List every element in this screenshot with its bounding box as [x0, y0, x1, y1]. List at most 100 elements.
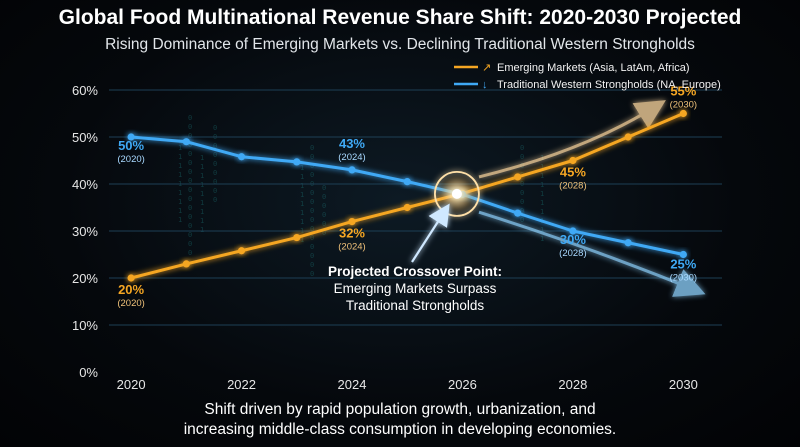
decor-digit: 0 — [310, 243, 314, 251]
decor-digit: 1 — [300, 209, 304, 217]
decor-digit: 1 — [540, 181, 544, 189]
data-point-western — [403, 178, 411, 186]
decor-digit: 0 — [520, 207, 524, 215]
annotation-line-3: Traditional Strongholds — [346, 298, 485, 313]
y-tick-label: 40% — [72, 177, 98, 192]
trend-arrows — [478, 100, 706, 297]
data-point-western — [624, 239, 632, 247]
y-tick-label: 50% — [72, 130, 98, 145]
chart-title: Global Food Multinational Revenue Share … — [58, 6, 742, 29]
data-point-western — [127, 133, 135, 141]
data-labels: 20%(2020)32%(2024)45%(2028)55%(2030)50%(… — [117, 84, 697, 310]
emerging-trend-arrow — [478, 100, 666, 179]
decor-digit: 1 — [178, 189, 182, 197]
data-point-western — [182, 138, 190, 146]
data-label-value-emerging: 55% — [670, 84, 696, 99]
decor-digit: 0 — [322, 229, 326, 237]
data-point-emerging — [293, 233, 301, 242]
decor-digit: 1 — [200, 190, 204, 198]
annotation-line-1: Projected Crossover Point: — [328, 264, 502, 279]
crossover-pointer-arrow — [411, 203, 450, 263]
decor-digit: 1 — [540, 163, 544, 171]
decor-digit: 0 — [310, 270, 314, 278]
data-point-emerging — [182, 260, 190, 268]
decor-digit: 1 — [200, 181, 204, 189]
decor-digit: 0 — [213, 196, 217, 204]
data-point-western — [514, 209, 522, 217]
decor-digit: 0 — [213, 187, 217, 195]
data-label-value-western: 25% — [670, 257, 696, 272]
decor-digit: 0 — [310, 144, 314, 152]
decor-digit: 1 — [178, 207, 182, 215]
decor-digit: 1 — [540, 235, 544, 243]
decor-digit: 0 — [310, 171, 314, 179]
legend-label-emerging: Emerging Markets (Asia, LatAm, Africa) — [497, 62, 690, 74]
decor-digit: 0 — [520, 216, 524, 224]
arrow-up-right-icon: ↗ — [482, 62, 491, 74]
data-label-value-western: 43% — [339, 136, 365, 151]
decor-digit: 1 — [540, 208, 544, 216]
decor-digit: 0 — [213, 160, 217, 168]
data-point-emerging — [624, 133, 632, 141]
decor-digit: 0 — [188, 186, 192, 194]
data-label-year-western: (2030) — [670, 273, 697, 284]
decor-digit: 0 — [188, 168, 192, 176]
decor-digit: 1 — [200, 154, 204, 162]
chart-subtitle: Rising Dominance of Emerging Markets vs.… — [105, 36, 695, 53]
decor-digit: 0 — [188, 213, 192, 221]
data-point-emerging — [403, 203, 411, 212]
data-label-year-western: (2020) — [117, 154, 144, 165]
data-point-emerging — [679, 109, 687, 118]
data-point-western — [348, 166, 356, 174]
decor-digit: 1 — [200, 208, 204, 216]
arrow-down-icon: ↓ — [482, 79, 488, 91]
data-label-year-western: (2028) — [559, 248, 586, 259]
decor-digit: 0 — [188, 240, 192, 248]
crossover-annotation: Projected Crossover Point: Emerging Mark… — [328, 264, 502, 313]
decor-digit: 1 — [200, 226, 204, 234]
decor-digit: 0 — [322, 193, 326, 201]
decor-digit: 1 — [300, 182, 304, 190]
decor-digit: 0 — [520, 189, 524, 197]
data-label-year-emerging: (2024) — [338, 242, 365, 253]
decor-digit: 0 — [188, 159, 192, 167]
annotation-line-2: Emerging Markets Surpass — [334, 281, 497, 296]
data-point-emerging — [127, 274, 135, 282]
decor-digit: 0 — [310, 261, 314, 269]
data-label-year-emerging: (2028) — [559, 181, 586, 192]
decor-digit: 1 — [200, 217, 204, 225]
x-axis-ticks: 2020 2022 2024 2026 2028 2030 — [117, 377, 698, 392]
decor-digit: 0 — [213, 151, 217, 159]
y-tick-label: 20% — [72, 271, 98, 286]
decor-digit: 0 — [188, 123, 192, 131]
decor-digit: 0 — [188, 231, 192, 239]
western-trend-arrow — [478, 210, 706, 297]
decor-digit: 1 — [300, 173, 304, 181]
x-tick-label: 2028 — [558, 377, 587, 392]
decor-digit: 0 — [188, 204, 192, 212]
decor-digit: 0 — [213, 124, 217, 132]
decor-digit: 0 — [322, 184, 326, 192]
data-point-western — [237, 153, 246, 161]
x-tick-label: 2026 — [448, 377, 477, 392]
data-point-emerging — [514, 173, 522, 181]
legend: ↗ Emerging Markets (Asia, LatAm, Africa)… — [454, 62, 721, 91]
crossover-ring — [434, 170, 480, 217]
decor-digit: 0 — [213, 142, 217, 150]
legend-item-western: ↓ Traditional Western Strongholds (NA, E… — [454, 79, 721, 91]
decor-digit: 0 — [188, 177, 192, 185]
decor-digit: 0 — [188, 150, 192, 158]
decor-digit: 0 — [520, 153, 524, 161]
decor-digit: 1 — [200, 199, 204, 207]
decor-digit: 0 — [322, 202, 326, 210]
decor-digit: 0 — [310, 198, 314, 206]
decor-digit: 0 — [310, 234, 314, 242]
y-tick-label: 10% — [72, 318, 98, 333]
y-tick-label: 30% — [72, 224, 98, 239]
decor-digit: 1 — [540, 199, 544, 207]
decor-digit: 0 — [310, 162, 314, 170]
decor-digit: 0 — [310, 153, 314, 161]
decor-digit: 1 — [178, 162, 182, 170]
decor-digit: 0 — [322, 220, 326, 228]
